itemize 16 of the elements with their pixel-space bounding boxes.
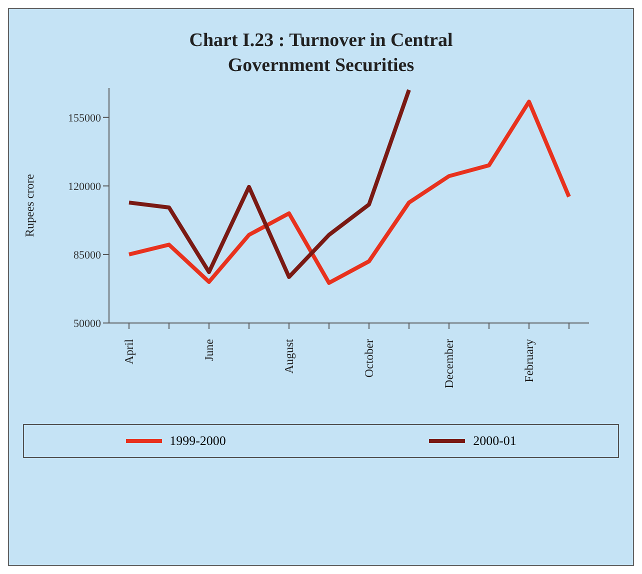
line-series — [127, 88, 411, 280]
x-tick-label: August — [282, 338, 296, 374]
x-tick-label: December — [442, 339, 456, 389]
y-tick-label: 85000 — [74, 250, 102, 262]
x-tick-label: October — [362, 339, 376, 378]
line-series — [127, 100, 571, 286]
y-tick-label: 120000 — [68, 181, 102, 194]
chart-title: Chart I.23 : Turnover in Central Government Securities — [188, 29, 454, 78]
y-tick-label: 50000 — [74, 318, 102, 330]
legend-label: 2000-01 — [473, 433, 516, 450]
x-tick-label: June — [202, 339, 216, 362]
y-axis-title: Rupees crore — [22, 174, 36, 238]
legend-label: 1999-2000 — [170, 433, 226, 450]
x-tick-label: February — [522, 339, 536, 383]
y-tick-label: 155000 — [68, 112, 102, 125]
x-tick-label: April — [122, 338, 136, 365]
